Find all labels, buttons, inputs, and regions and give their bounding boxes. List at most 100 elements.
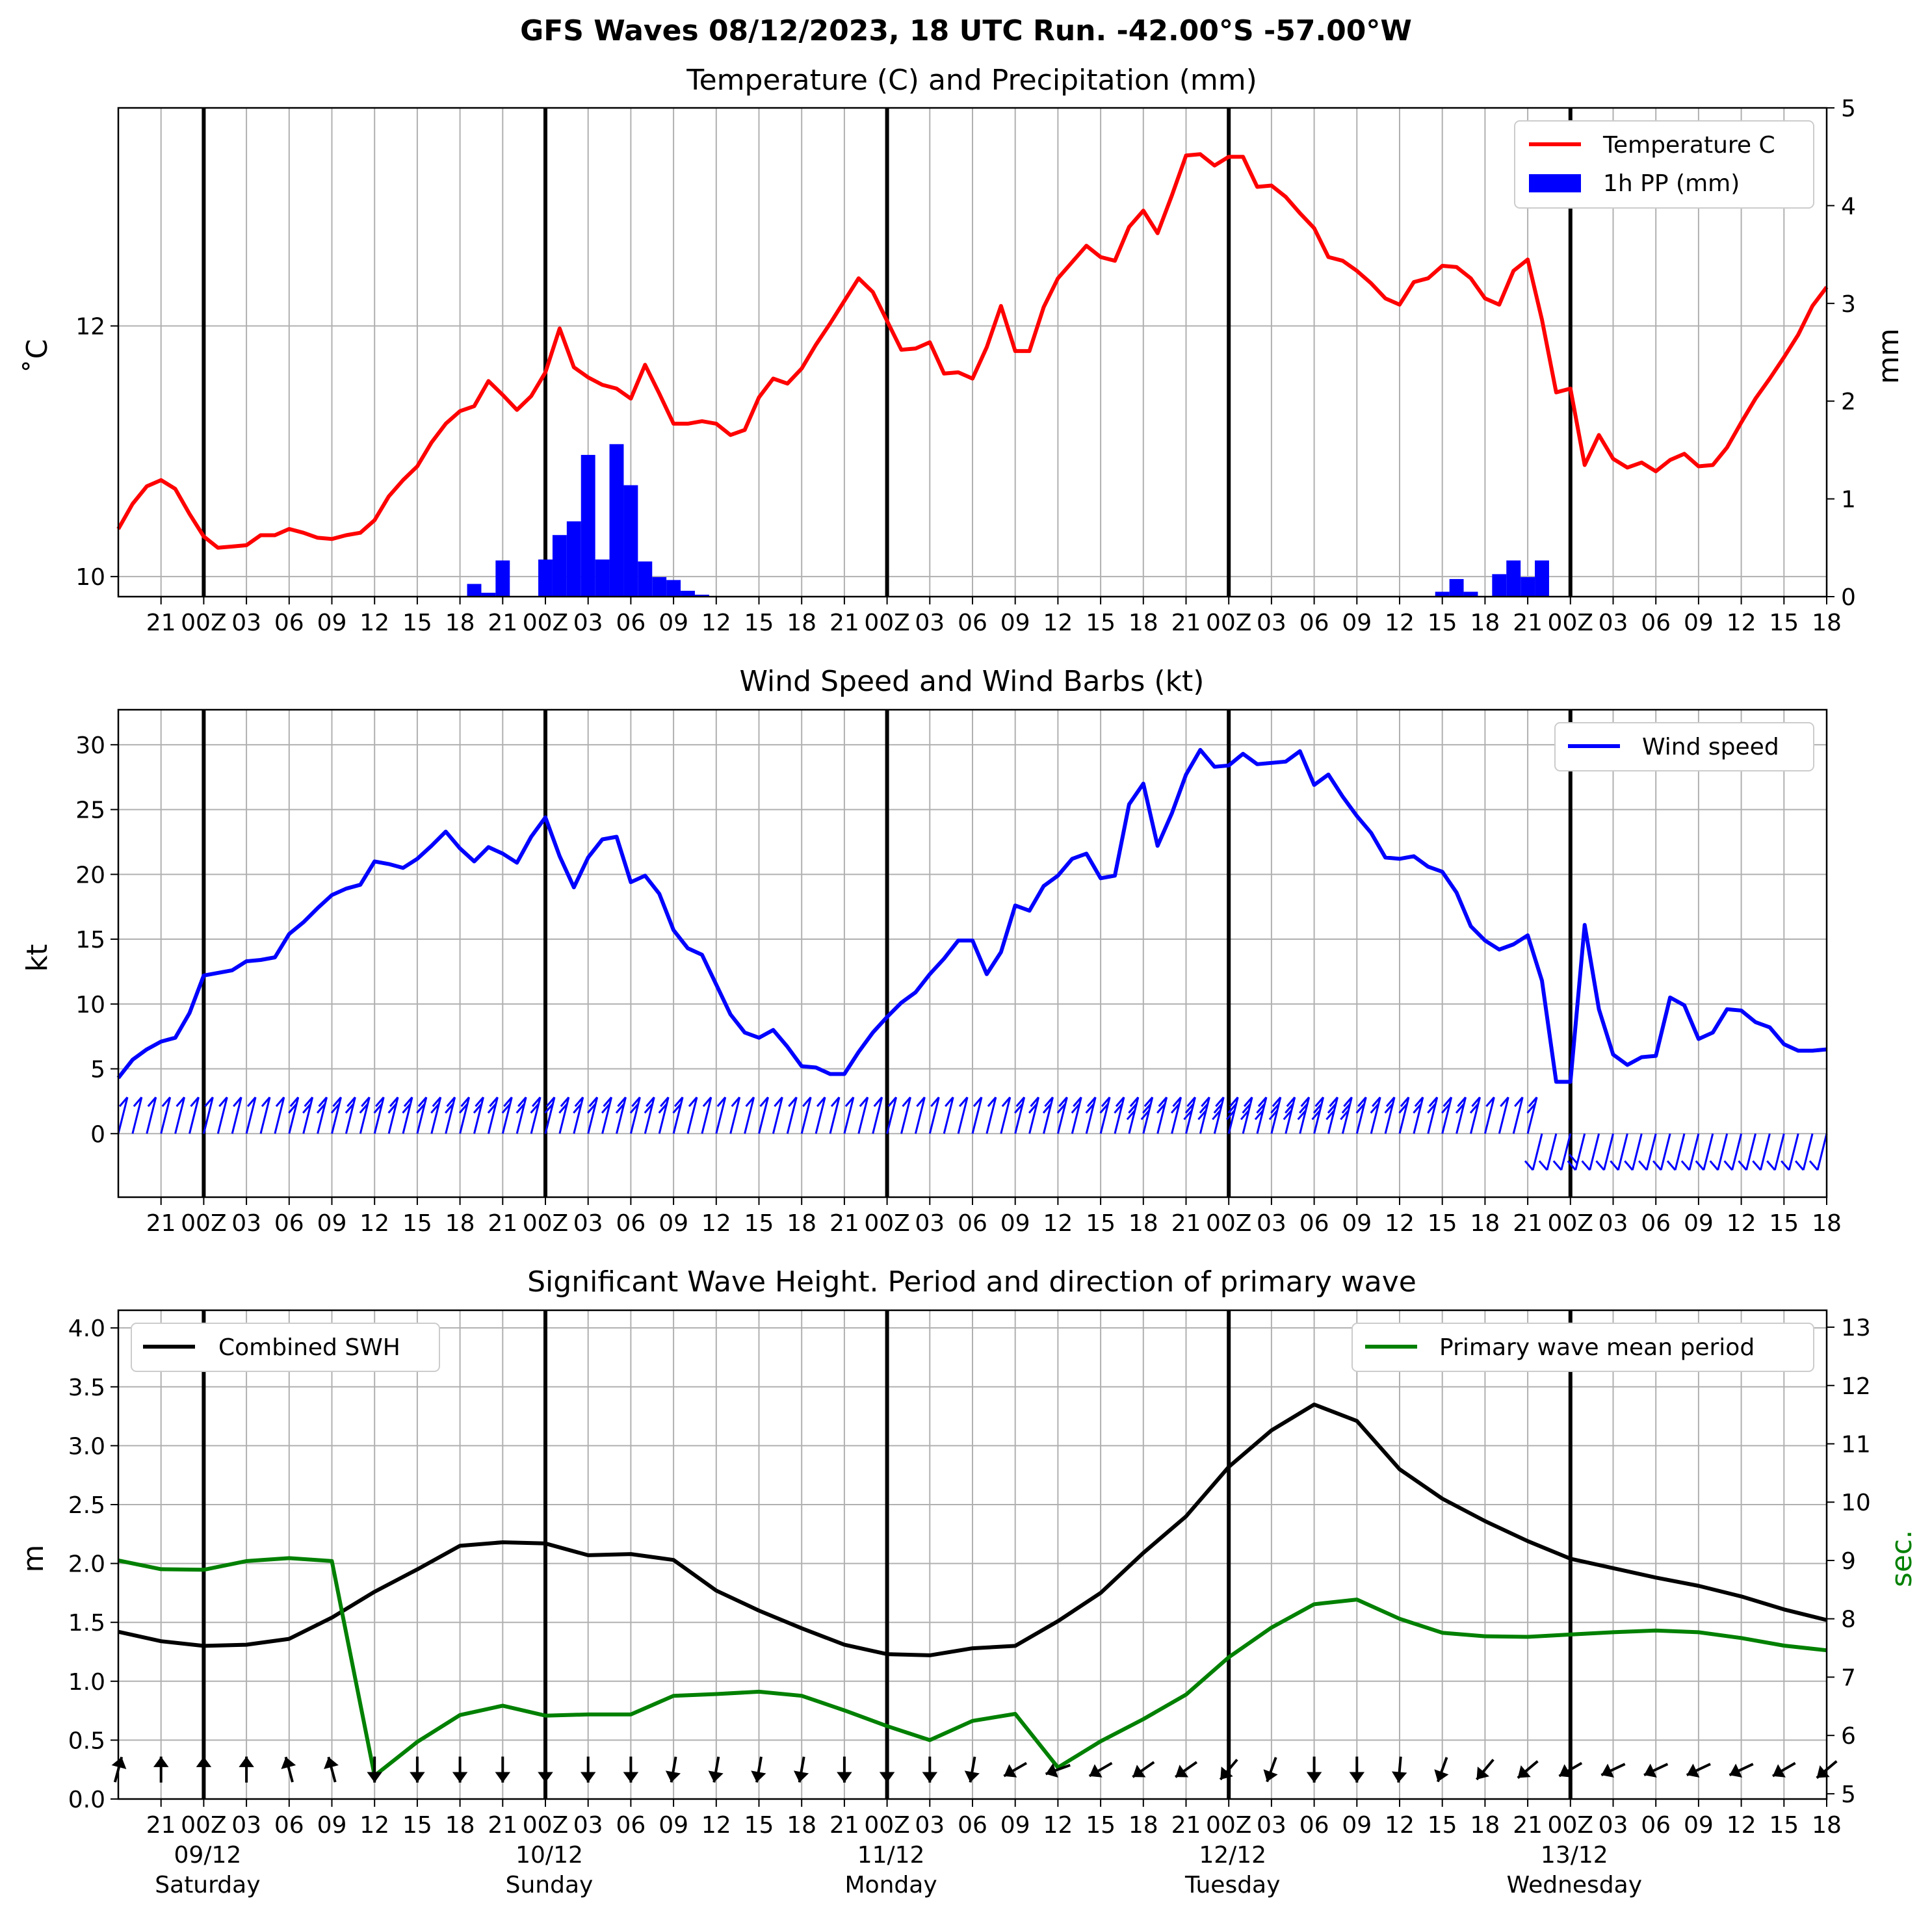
x-tick-label: 00Z [181,1812,226,1839]
wind-barb-flag [387,1103,397,1114]
x-tick-label: 15 [1428,1812,1457,1839]
wave-direction-arrowhead [1089,1764,1103,1778]
legend-box [1514,120,1814,209]
wave-direction-arrowhead [1686,1763,1700,1778]
wind-barb-flag [587,1103,597,1114]
wind-barb-flag [1101,1096,1111,1107]
x-tick-label: 12 [701,1812,731,1839]
y-tick-label-right: 3 [1841,291,1856,318]
wind-barb-flag [1340,1109,1350,1120]
wind-barb-flag [489,1096,499,1107]
wind-barb [1759,1133,1771,1171]
wave-direction-arrowhead [410,1772,425,1783]
precip-bar [1535,560,1549,597]
y-tick-label-right: 5 [1841,1781,1856,1808]
wind-barb [1483,1096,1495,1134]
y-tick-label: 0.5 [68,1728,105,1754]
wind-barb-flag [574,1096,584,1107]
wind-barb [914,1096,926,1134]
wind-barb-flag [1030,1096,1039,1107]
x-tick-label: 21 [1171,1210,1201,1237]
wave-direction-arrowhead [324,1757,339,1770]
y-tick-label-right: 7 [1841,1664,1856,1691]
x-tick-label: 18 [787,610,816,636]
wind-barb-flag [958,1096,969,1107]
x-tick-label: 15 [1086,1812,1116,1839]
x-tick-label: 09 [659,610,688,636]
wind-barb-flag [1044,1096,1054,1107]
wind-barb-flag [1595,1160,1605,1171]
wind-barb-flag [261,1096,271,1107]
wind-barb-flag [275,1096,285,1107]
wind-barb [1802,1133,1814,1171]
x-tick-label: 12 [359,1812,389,1839]
y-tick-label-right: 1 [1841,487,1856,513]
wind-barb-flag [1808,1160,1819,1171]
x-tick-label: 21 [829,610,859,636]
wind-barb-flag [1186,1096,1196,1107]
x-tick-label: 03 [1257,1812,1286,1839]
wind-barb [829,1096,841,1134]
y-tick-label: 3.0 [68,1433,105,1460]
wave-direction-arrowhead [281,1757,296,1770]
wind-barb-flag [1680,1160,1691,1171]
wave-direction-arrowhead [1004,1764,1017,1778]
wind-barb-flag [1256,1103,1266,1114]
x-tick-label: 00Z [181,1210,226,1237]
precip-bar [1463,591,1478,597]
wind-barb [1199,1096,1210,1134]
wind-barb-flag [745,1096,755,1107]
legend-box [1351,1323,1814,1372]
wind-barb [1014,1096,1026,1134]
wind-barb [1688,1133,1700,1171]
x-tick-label: 03 [573,1210,603,1237]
wind-barb [658,1096,670,1134]
y-tick-label: 25 [75,797,105,824]
x-tick-label: 03 [1599,610,1628,636]
x-tick-label: 00Z [523,1210,568,1237]
wind-barb [274,1096,285,1134]
wind-barb-flag [1526,1103,1536,1114]
y-tick-label: 1.5 [68,1610,105,1637]
wind-barb-flag [902,1096,911,1107]
x-tick-label: 15 [402,1210,432,1237]
x-tick-label: 12 [1385,1210,1415,1237]
x-tick-label: 03 [1257,610,1286,636]
wind-barb [1327,1096,1338,1134]
wind-barb-flag [788,1096,798,1107]
wave-direction-arrowhead [1349,1772,1365,1783]
wave-direction-arrowhead [1476,1767,1489,1780]
x-tick-label: 21 [146,610,176,636]
wind-barb [160,1096,172,1134]
x-tick-label: 18 [1812,610,1842,636]
x-tick-label: 09 [317,1812,347,1839]
x-tick-label: 09 [1342,1210,1372,1237]
wind-barb-flag [1129,1096,1140,1107]
wind-barb-flag [359,1103,369,1114]
wind-barb-flag [1201,1096,1210,1107]
x-tick-label: 00Z [1548,610,1593,636]
x-tick-label: 03 [915,1210,945,1237]
wave-direction-arrowhead [1220,1767,1233,1780]
wind-barb [957,1096,969,1134]
wind-barb [1285,1096,1296,1134]
x-tick-label: 18 [1129,1812,1158,1839]
wind-barb [1043,1096,1054,1134]
wind-barb-flag [1197,1109,1207,1120]
wind-barb [786,1096,798,1134]
wind-barb-flag [1213,1103,1223,1114]
wind-barb [1028,1096,1040,1134]
y-tick-label-right: 9 [1841,1548,1856,1575]
wind-barb [1270,1096,1282,1134]
wind-barb-flag [1413,1103,1422,1114]
x-tick-label: 18 [1812,1210,1842,1237]
precip-bar [566,521,581,597]
wind-barb [1560,1133,1572,1171]
wave-direction-arrowhead [452,1772,468,1783]
wind-barb [131,1096,143,1134]
wind-barb-flag [560,1096,570,1107]
y-tick-label-right: 0 [1841,584,1856,611]
precip-bar [609,444,624,597]
wind-barb [1071,1096,1082,1134]
wind-barb [1370,1096,1381,1134]
